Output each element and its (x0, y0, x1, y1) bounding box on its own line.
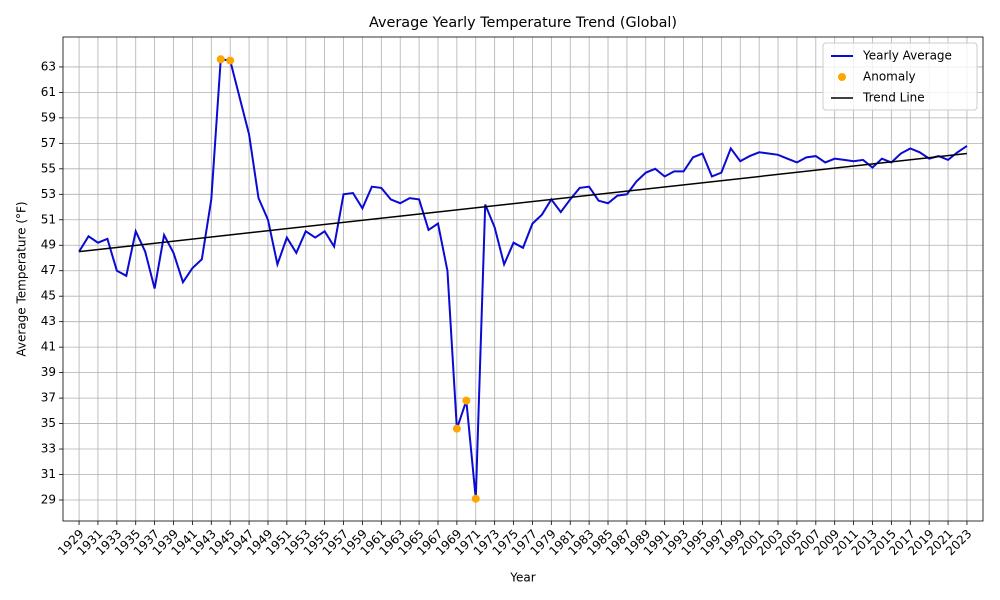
y-tick-label: 61 (41, 85, 56, 99)
legend-label: Trend Line (862, 91, 925, 105)
y-axis-label: Average Temperature (°F) (15, 201, 29, 356)
y-tick-label: 57 (41, 136, 56, 150)
anomaly-point (462, 396, 471, 405)
y-tick-label: 59 (41, 110, 56, 124)
y-tick-label: 49 (41, 238, 56, 252)
anomaly-point (226, 56, 235, 65)
anomaly-point (216, 55, 225, 64)
y-tick-label: 37 (41, 391, 56, 405)
legend-box (822, 42, 978, 111)
y-tick-label: 45 (41, 289, 56, 303)
y-tick-label: 35 (41, 416, 56, 430)
legend-marker (838, 73, 846, 81)
series-line (78, 152, 968, 253)
anomaly-point (471, 494, 480, 503)
legend-label: Yearly Average (862, 49, 952, 63)
y-tick-label: 39 (41, 365, 56, 379)
y-tick-label: 53 (41, 187, 56, 201)
y-tick-label: 63 (41, 59, 56, 73)
anomaly-point (452, 424, 461, 433)
plot-frame (62, 36, 984, 522)
y-tick-label: 29 (41, 492, 56, 506)
legend-label: Anomaly (863, 70, 916, 84)
y-tick-label: 31 (41, 467, 56, 481)
y-tick-label: 41 (41, 340, 56, 354)
y-tick-label: 47 (41, 263, 56, 277)
legend: Yearly Average Anomaly Trend Line (822, 42, 978, 111)
y-tick-label: 51 (41, 212, 56, 226)
x-axis-label: Year (509, 571, 535, 585)
y-tick-label: 33 (41, 442, 56, 456)
y-tick-label: 55 (41, 161, 56, 175)
chart-title: Average Yearly Temperature Trend (Global… (369, 15, 677, 31)
y-tick-label: 43 (41, 314, 56, 328)
